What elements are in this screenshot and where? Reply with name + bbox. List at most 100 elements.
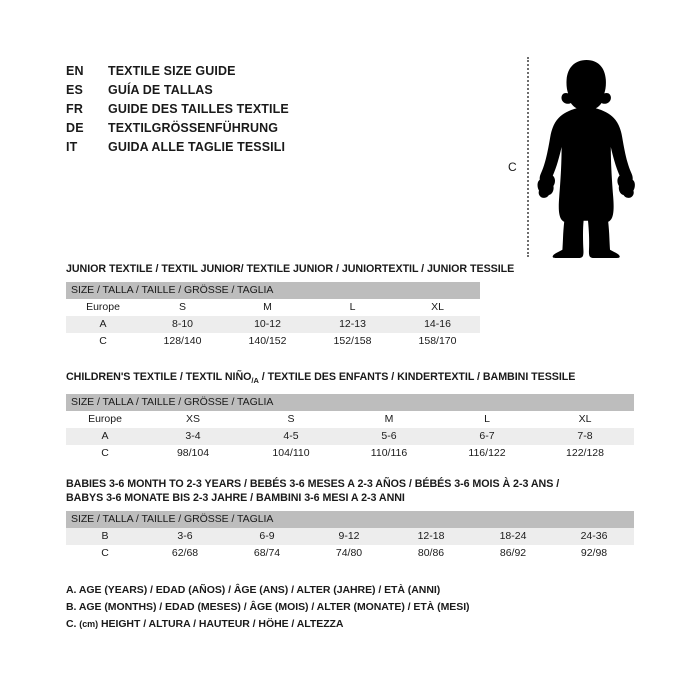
table-cell: 74/80 — [308, 545, 390, 562]
language-code: ES — [66, 83, 84, 97]
section-childrens-textile: CHILDREN'S TEXTILE / TEXTIL NIÑO/A / TEX… — [66, 370, 635, 463]
junior-size-table: SIZE / TALLA / TAILLE / GRÖSSE / TAGLIA … — [66, 282, 481, 350]
table-row: C 98/104 104/110 110/116 116/122 122/128 — [66, 445, 635, 463]
table-cell: 5-6 — [340, 428, 438, 446]
language-row: IT GUIDA ALLE TAGLIE TESSILI — [66, 138, 466, 157]
language-label: GUÍA DE TALLAS — [108, 83, 213, 97]
language-row: DE TEXTILGRÖSSENFÜHRUNG — [66, 119, 466, 138]
language-title-block: EN TEXTILE SIZE GUIDE ES GUÍA DE TALLAS … — [66, 62, 466, 157]
legend-line-c: C. (cm) HEIGHT / ALTURA / HAUTEUR / HÖHE… — [66, 616, 470, 633]
language-label: GUIDE DES TAILLES TEXTILE — [108, 102, 289, 116]
section-babies-textile: BABIES 3-6 MONTH TO 2-3 YEARS / BEBÉS 3-… — [66, 477, 635, 562]
table-row: Europe S M L XL — [66, 299, 481, 316]
child-silhouette-icon — [537, 60, 635, 258]
children-size-table: SIZE / TALLA / TAILLE / GRÖSSE / TAGLIA … — [66, 394, 635, 463]
table-cell: M — [340, 411, 438, 429]
table-row: C 62/68 68/74 74/80 80/86 86/92 92/98 — [66, 545, 635, 562]
table-row: A 3-4 4-5 5-6 6-7 7-8 — [66, 428, 635, 446]
table-cell: 152/158 — [310, 333, 395, 350]
section-junior-textile: JUNIOR TEXTILE / TEXTIL JUNIOR/ TEXTILE … — [66, 262, 514, 350]
table-cell: S — [242, 411, 340, 429]
section-title-suffix: / TEXTILE DES ENFANTS / KINDERTEXTIL / B… — [258, 371, 576, 383]
table-cell: 12-13 — [310, 316, 395, 333]
table-cell: 14-16 — [395, 316, 481, 333]
legend-c-prefix: C. — [66, 618, 80, 630]
table-cell: 3-4 — [144, 428, 242, 446]
band-label: SIZE / TALLA / TAILLE / GRÖSSE / TAGLIA — [66, 282, 481, 299]
table-cell: 140/152 — [225, 333, 310, 350]
table-band-header: SIZE / TALLA / TAILLE / GRÖSSE / TAGLIA — [66, 282, 481, 299]
row-label: C — [66, 445, 144, 463]
table-cell: 8-10 — [140, 316, 225, 333]
row-label: A — [66, 316, 140, 333]
table-cell: 10-12 — [225, 316, 310, 333]
height-measure-dotted-line — [527, 57, 529, 257]
table-row: B 3-6 6-9 9-12 12-18 18-24 24-36 — [66, 528, 635, 545]
language-code: EN — [66, 64, 84, 78]
table-cell: XL — [395, 299, 481, 316]
band-label: SIZE / TALLA / TAILLE / GRÖSSE / TAGLIA — [66, 394, 635, 412]
language-label: TEXTILGRÖSSENFÜHRUNG — [108, 121, 279, 135]
table-cell: 128/140 — [140, 333, 225, 350]
legend-c-suffix: HEIGHT / ALTURA / HAUTEUR / HÖHE / ALTEZ… — [98, 618, 344, 630]
section-title: CHILDREN'S TEXTILE / TEXTIL NIÑO/A / TEX… — [66, 370, 634, 388]
table-cell: 86/92 — [472, 545, 554, 562]
row-label: Europe — [66, 411, 144, 429]
table-row: Europe XS S M L XL — [66, 411, 635, 429]
table-cell: 24-36 — [554, 528, 635, 545]
legend-block: A. AGE (YEARS) / EDAD (AÑOS) / ÂGE (ANS)… — [66, 582, 470, 633]
table-cell: 104/110 — [242, 445, 340, 463]
language-row: ES GUÍA DE TALLAS — [66, 81, 466, 100]
table-band-header: SIZE / TALLA / TAILLE / GRÖSSE / TAGLIA — [66, 511, 635, 528]
section-title-line-1: BABIES 3-6 MONTH TO 2-3 YEARS / BEBÉS 3-… — [66, 478, 560, 490]
table-cell: 80/86 — [390, 545, 472, 562]
section-title: JUNIOR TEXTILE / TEXTIL JUNIOR/ TEXTILE … — [66, 263, 515, 275]
table-cell: 62/68 — [144, 545, 226, 562]
table-cell: S — [140, 299, 225, 316]
language-row: FR GUIDE DES TAILLES TEXTILE — [66, 100, 466, 119]
table-cell: 116/122 — [438, 445, 536, 463]
table-cell: M — [225, 299, 310, 316]
table-cell: 122/128 — [536, 445, 635, 463]
table-cell: 3-6 — [144, 528, 226, 545]
table-cell: 9-12 — [308, 528, 390, 545]
language-row: EN TEXTILE SIZE GUIDE — [66, 62, 466, 81]
table-cell: 18-24 — [472, 528, 554, 545]
height-measure-label: C — [508, 160, 517, 174]
section-title-prefix: CHILDREN'S TEXTILE / TEXTIL NIÑO — [66, 371, 252, 383]
table-cell: XS — [144, 411, 242, 429]
band-label: SIZE / TALLA / TAILLE / GRÖSSE / TAGLIA — [66, 511, 635, 528]
row-label: B — [66, 528, 144, 545]
table-cell: 6-9 — [226, 528, 308, 545]
table-cell: L — [438, 411, 536, 429]
language-code: IT — [66, 140, 78, 154]
legend-line-b: B. AGE (MONTHS) / EDAD (MESES) / ÂGE (MO… — [66, 601, 470, 613]
section-title-line-2: BABYS 3-6 MONATE BIS 2-3 JAHRE / BAMBINI… — [66, 492, 405, 504]
language-label: GUIDA ALLE TAGLIE TESSILI — [108, 140, 286, 154]
table-cell: 12-18 — [390, 528, 472, 545]
row-label: A — [66, 428, 144, 446]
language-code: DE — [66, 121, 84, 135]
legend-line-a: A. AGE (YEARS) / EDAD (AÑOS) / ÂGE (ANS)… — [66, 584, 441, 596]
table-cell: 92/98 — [554, 545, 635, 562]
section-title-subscript: /A — [251, 376, 259, 386]
table-cell: XL — [536, 411, 635, 429]
row-label: C — [66, 333, 140, 350]
table-cell: 110/116 — [340, 445, 438, 463]
language-code: FR — [66, 102, 84, 116]
table-cell: 158/170 — [395, 333, 481, 350]
table-cell: 6-7 — [438, 428, 536, 446]
table-cell: 7-8 — [536, 428, 635, 446]
language-label: TEXTILE SIZE GUIDE — [108, 64, 236, 78]
babies-size-table: SIZE / TALLA / TAILLE / GRÖSSE / TAGLIA … — [66, 511, 635, 562]
row-label: C — [66, 545, 144, 562]
row-label: Europe — [66, 299, 140, 316]
table-cell: L — [310, 299, 395, 316]
table-cell: 68/74 — [226, 545, 308, 562]
table-band-header: SIZE / TALLA / TAILLE / GRÖSSE / TAGLIA — [66, 394, 635, 412]
table-cell: 4-5 — [242, 428, 340, 446]
table-cell: 98/104 — [144, 445, 242, 463]
height-measurement-figure: C — [500, 50, 650, 265]
table-row: C 128/140 140/152 152/158 158/170 — [66, 333, 481, 350]
